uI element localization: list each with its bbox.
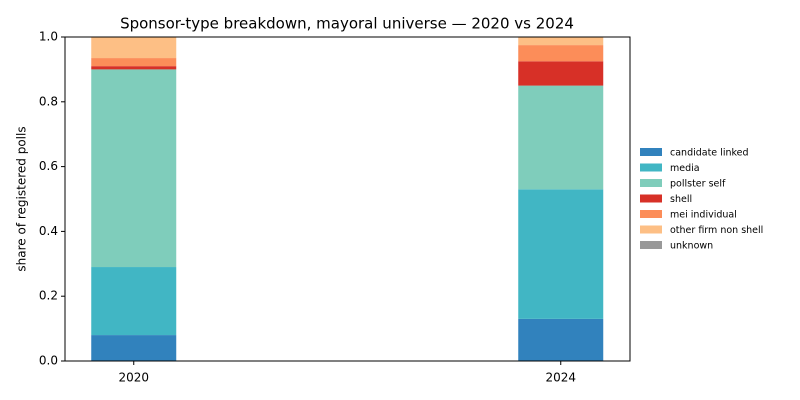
legend-label: candidate linked	[670, 148, 749, 159]
y-tick-label: 0.0	[39, 354, 58, 368]
legend-label: pollster self	[670, 179, 726, 190]
y-tick-label: 0.4	[39, 224, 58, 238]
y-tick-label: 0.8	[39, 94, 58, 108]
bar-segment	[91, 335, 177, 361]
legend-swatch	[640, 194, 662, 203]
chart-title: Sponsor-type breakdown, mayoral universe…	[120, 15, 574, 33]
y-tick-label: 0.6	[39, 159, 58, 173]
bar-segment	[518, 37, 604, 46]
bar-segment	[91, 267, 177, 336]
legend-label: media	[670, 163, 700, 174]
legend-swatch	[640, 148, 662, 156]
legend-swatch	[640, 210, 662, 218]
bar-segment	[91, 66, 177, 70]
legend-swatch	[640, 225, 662, 234]
legend-label: shell	[670, 194, 692, 205]
legend-label: mei individual	[670, 210, 737, 221]
bar-segment	[518, 318, 604, 361]
bar-segment	[518, 85, 604, 190]
legend-label: unknown	[670, 241, 713, 252]
x-tick-label: 2024	[545, 371, 576, 385]
bar-segment	[518, 61, 604, 86]
legend-swatch	[640, 179, 662, 187]
bar-segment	[91, 58, 177, 67]
legend-label: other firm non shell	[670, 225, 763, 236]
x-tick-label: 2020	[118, 371, 149, 385]
y-axis-label: share of registered polls	[15, 126, 29, 271]
bar-segment	[518, 189, 604, 319]
bar-segment	[518, 45, 604, 62]
legend-swatch	[640, 163, 662, 172]
y-tick-label: 1.0	[39, 30, 58, 44]
legend-swatch	[640, 241, 662, 249]
y-tick-label: 0.2	[39, 289, 58, 303]
plot-frame	[64, 36, 631, 362]
bar-segment	[91, 37, 177, 59]
bar-segment	[91, 69, 177, 268]
